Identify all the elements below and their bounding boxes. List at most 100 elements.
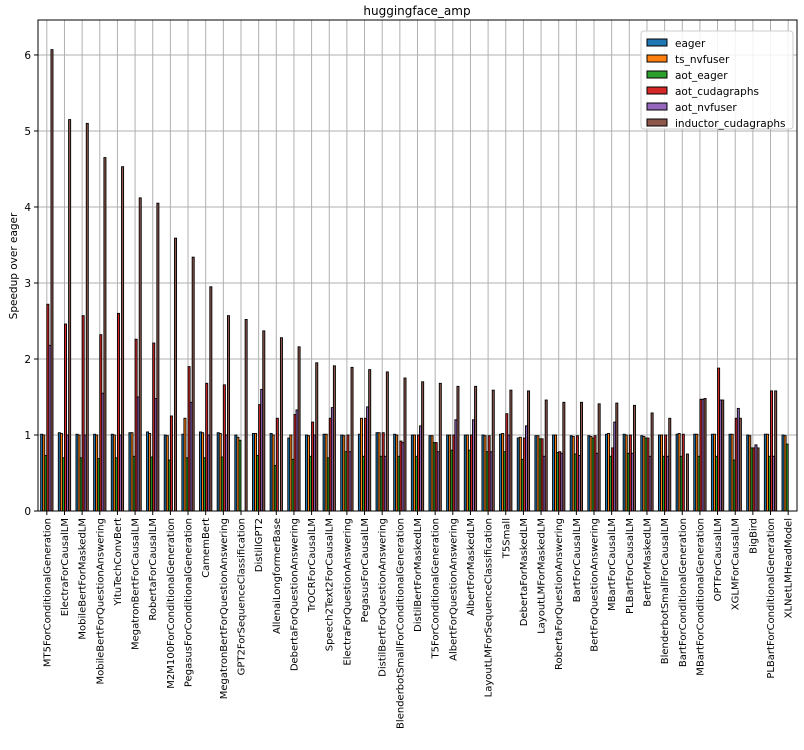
bar-inductor-cudagraphs bbox=[385, 371, 389, 512]
x-tick-label: MegatronBertForCausalLM bbox=[131, 518, 142, 650]
bar-inductor-cudagraphs bbox=[756, 447, 760, 512]
x-tick-label: DistilBertForMaskedLM bbox=[413, 518, 424, 632]
x-tick-label: T5Small bbox=[501, 518, 512, 559]
bar-inductor-cudagraphs bbox=[85, 122, 89, 512]
bar-inductor-cudagraphs bbox=[227, 315, 230, 512]
bar-aot-cudagraphs bbox=[681, 433, 685, 512]
x-tick-label: GPT2ForSequenceClassification bbox=[236, 518, 247, 675]
legend-swatch-ts-nvfuser bbox=[646, 54, 668, 63]
bar-inductor-cudagraphs bbox=[209, 286, 213, 512]
x-tick-label: LayoutLMForSequenceClassification bbox=[484, 518, 495, 697]
x-axis-ticks: MT5ForConditionalGeneration ElectraForCau… bbox=[42, 511, 795, 729]
legend-label: aot_eager bbox=[675, 70, 728, 82]
legend-label: aot_cudagraphs bbox=[675, 86, 759, 98]
bar-aot-cudagraphs bbox=[169, 415, 173, 512]
bar-inductor-cudagraphs bbox=[332, 365, 336, 512]
x-tick-label: BlenderbotSmallForCausalLM bbox=[660, 518, 671, 664]
y-axis-label: Speedup over eager bbox=[8, 212, 20, 319]
bar-inductor-cudagraphs bbox=[509, 389, 513, 512]
bar-inductor-cudagraphs bbox=[262, 330, 266, 512]
x-tick-label: MT5ForConditionalGeneration bbox=[42, 518, 53, 667]
y-tick-label: 1 bbox=[24, 430, 31, 442]
legend-swatch-eager bbox=[646, 38, 668, 47]
x-tick-label: MBartForCausalLM bbox=[607, 518, 618, 611]
legend-swatch-aot-nvfuser bbox=[646, 102, 668, 111]
bar-inductor-cudagraphs bbox=[50, 49, 54, 512]
bar-inductor-cudagraphs bbox=[668, 417, 672, 512]
x-tick-label: ElectraForCausalLM bbox=[60, 518, 71, 616]
bar-inductor-cudagraphs bbox=[597, 403, 601, 512]
x-tick-label: Speech2Text2ForCausalLM bbox=[325, 518, 336, 651]
bar-inductor-cudagraphs bbox=[615, 402, 619, 512]
bar-aot-cudagraphs bbox=[275, 417, 279, 512]
bar-inductor-cudagraphs bbox=[738, 417, 742, 512]
x-tick-label: MegatronBertForQuestionAnswering bbox=[219, 518, 230, 699]
bar-inductor-cudagraphs bbox=[685, 453, 689, 512]
x-tick-label: PegasusForConditionalGeneration bbox=[184, 518, 195, 687]
legend-label: inductor_cudagraphs bbox=[675, 118, 786, 130]
bar-inductor-cudagraphs bbox=[562, 401, 566, 512]
bar-inductor-cudagraphs bbox=[315, 362, 319, 512]
bar-aot-eager bbox=[238, 439, 242, 512]
x-tick-label: AlbertForQuestionAnswering bbox=[448, 518, 459, 661]
bar-inductor-cudagraphs bbox=[279, 337, 283, 512]
x-tick-label: RobertaForQuestionAnswering bbox=[554, 518, 565, 670]
legend-label: aot_nvfuser bbox=[675, 102, 737, 114]
y-tick-label: 0 bbox=[24, 506, 31, 518]
bar-inductor-cudagraphs bbox=[121, 166, 125, 512]
x-tick-label: BertForMaskedLM bbox=[642, 518, 653, 607]
x-tick-label: PLBartForCausalLM bbox=[625, 518, 636, 614]
x-tick-label: BertForQuestionAnswering bbox=[590, 518, 601, 652]
x-tick-label: CamemBert bbox=[201, 518, 212, 578]
x-tick-label: M2M100ForConditionalGeneration bbox=[166, 518, 177, 689]
x-tick-label: LayoutLMForMaskedLM bbox=[537, 518, 548, 634]
bar-inductor-cudagraphs bbox=[580, 401, 583, 512]
x-tick-label: PegasusForCausalLM bbox=[360, 518, 371, 622]
bar-inductor-cudagraphs bbox=[527, 390, 531, 512]
bar-inductor-cudagraphs bbox=[421, 381, 425, 512]
legend-swatch-aot-cudagraphs bbox=[646, 86, 668, 95]
legend-label: eager bbox=[675, 38, 706, 50]
bar-inductor-cudagraphs bbox=[103, 157, 107, 512]
bar-inductor-cudagraphs bbox=[721, 399, 725, 512]
bar-inductor-cudagraphs bbox=[350, 366, 354, 512]
legend-box bbox=[640, 30, 794, 130]
x-tick-label: AllenaiLongformerBase bbox=[272, 518, 283, 634]
bar-inductor-cudagraphs bbox=[632, 404, 636, 512]
y-axis-ticks: 0 1 2 3 4 5 6 bbox=[24, 50, 38, 518]
x-tick-label: DebertaForQuestionAnswering bbox=[289, 518, 300, 671]
x-tick-label: BartForConditionalGeneration bbox=[678, 518, 689, 667]
y-tick-label: 5 bbox=[24, 126, 31, 138]
chart-title: huggingface_amp bbox=[363, 4, 470, 18]
y-tick-label: 3 bbox=[24, 278, 31, 290]
x-tick-label: DebertaForMaskedLM bbox=[519, 518, 530, 626]
legend: eager ts_nvfuser aot_eager aot_cudagraphsao… bbox=[640, 30, 794, 130]
x-tick-label: BlenderbotSmallForConditionalGeneration bbox=[395, 518, 406, 729]
y-tick-label: 2 bbox=[24, 354, 31, 366]
bar-inductor-cudagraphs bbox=[491, 389, 495, 512]
x-tick-label: XGLMForCausalLM bbox=[731, 518, 742, 610]
bar-inductor-cudagraphs bbox=[438, 382, 442, 512]
x-tick-label: MobileBertForQuestionAnswering bbox=[95, 518, 106, 685]
x-tick-label: RobertaForCausalLM bbox=[148, 518, 159, 621]
bar-inductor-cudagraphs bbox=[191, 256, 195, 512]
bar-inductor-cudagraphs bbox=[456, 385, 460, 512]
bar-inductor-cudagraphs bbox=[156, 202, 160, 512]
x-tick-label: AlbertForMaskedLM bbox=[466, 518, 477, 616]
y-tick-label: 6 bbox=[24, 50, 31, 62]
legend-label: ts_nvfuser bbox=[675, 54, 730, 66]
bar-inductor-cudagraphs bbox=[474, 385, 478, 512]
x-tick-label: BartForCausalLM bbox=[572, 518, 583, 602]
x-tick-label: XLNetLMHeadModel bbox=[784, 518, 795, 618]
x-tick-label: OPTForCausalLM bbox=[713, 518, 724, 601]
bar-aot-eager bbox=[785, 443, 789, 512]
bar-inductor-cudagraphs bbox=[403, 377, 407, 512]
x-tick-label: DistilBertForQuestionAnswering bbox=[378, 518, 389, 677]
bar-inductor-cudagraphs bbox=[244, 319, 248, 512]
bar-inductor-cudagraphs bbox=[774, 390, 778, 512]
legend-swatch-aot-eager bbox=[646, 70, 668, 79]
legend-swatch-inductor-cudagraphs bbox=[646, 118, 668, 127]
bar-inductor-cudagraphs bbox=[174, 237, 178, 512]
bar-inductor-cudagraphs bbox=[368, 369, 372, 512]
